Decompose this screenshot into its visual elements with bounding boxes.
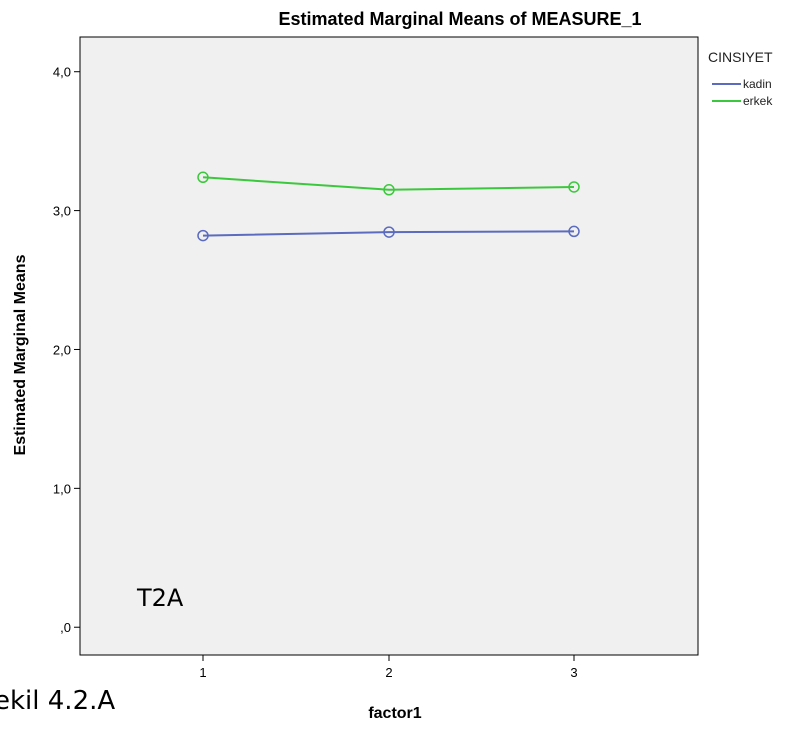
- plot-area: [79, 36, 699, 656]
- legend-label-kadin: kadin: [743, 77, 772, 91]
- x-tick-label: 3: [570, 665, 577, 680]
- x-axis-label: factor1: [368, 705, 421, 722]
- data-point-erkek: [568, 181, 580, 193]
- data-point-kadin: [197, 229, 209, 242]
- series-layer: [197, 171, 580, 242]
- x-tick-label: 2: [385, 665, 392, 680]
- legend-label-erkek: erkek: [743, 94, 773, 108]
- chart-title: Estimated Marginal Means of MEASURE_1: [278, 9, 641, 29]
- figure-caption: ekil 4.2.A: [0, 686, 116, 716]
- legend-items: kadin erkek: [712, 77, 773, 108]
- legend-title: CINSIYET: [708, 49, 773, 65]
- series-line-kadin: [202, 230, 575, 237]
- y-tick-label: 1,0: [53, 481, 71, 496]
- y-tick-label: 4,0: [53, 65, 71, 80]
- data-point-kadin: [568, 225, 580, 238]
- x-axis-ticks: 1 2 3: [199, 655, 578, 680]
- data-point-kadin: [383, 226, 395, 238]
- y-tick-label: ,0: [60, 620, 71, 635]
- series-line-erkek: [202, 176, 575, 191]
- annotation-label: T2A: [136, 584, 184, 612]
- data-point-erkek: [383, 184, 395, 196]
- y-axis-label: Estimated Marginal Means: [12, 254, 29, 455]
- y-tick-label: 2,0: [53, 342, 71, 357]
- legend: CINSIYET kadin erkek: [708, 49, 773, 108]
- y-tick-label: 3,0: [53, 204, 71, 219]
- data-point-erkek: [197, 171, 209, 184]
- y-axis-ticks: ,0 1,0 2,0 3,0 4,0: [53, 65, 80, 635]
- x-tick-label: 1: [199, 665, 206, 680]
